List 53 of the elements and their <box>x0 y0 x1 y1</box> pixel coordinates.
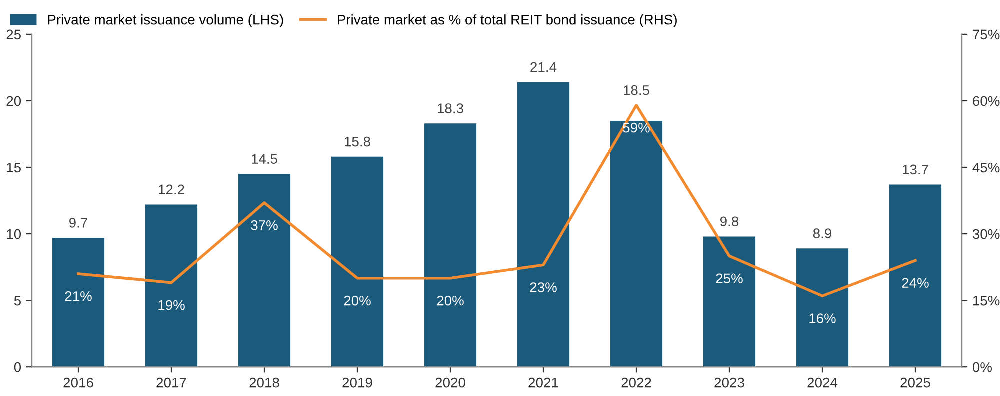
x-tick-label: 2019 <box>342 378 372 388</box>
data-label: 25% <box>716 274 743 284</box>
x-tick-label: 2022 <box>622 378 652 388</box>
y2-tick-label: 0% <box>972 362 992 372</box>
data-label: 9.8 <box>720 216 739 227</box>
data-label: 20% <box>437 296 464 306</box>
data-label: 19% <box>158 300 185 310</box>
x-tick-label: 2017 <box>156 378 186 388</box>
bar <box>52 238 105 368</box>
bar <box>424 124 477 368</box>
data-label: 14.5 <box>252 154 278 164</box>
bar <box>238 174 291 368</box>
data-label: 18.5 <box>624 85 650 96</box>
x-tick-label: 2016 <box>64 378 94 388</box>
data-label: 20% <box>344 296 371 306</box>
x-tick-label: 2023 <box>714 378 744 388</box>
data-label: 8.9 <box>813 228 832 239</box>
legend-label: Private market issuance volume (LHS) <box>48 14 284 28</box>
data-label: 13.7 <box>903 164 928 175</box>
bar <box>796 248 849 368</box>
bar <box>889 184 942 368</box>
y2-tick-label: 60% <box>973 96 1000 106</box>
y2-tick-label: 75% <box>973 30 1000 40</box>
data-label: 15.8 <box>345 136 370 147</box>
y-tick-label: 25 <box>6 30 22 40</box>
x-tick-label: 2020 <box>436 378 466 388</box>
y2-tick-label: 15% <box>973 296 1000 306</box>
x-tick-label: 2025 <box>900 378 930 388</box>
bar <box>145 204 198 368</box>
y-tick-label: 10 <box>7 229 22 240</box>
data-label: 9.7 <box>70 218 88 228</box>
bar <box>703 236 756 368</box>
y2-tick-label: 45% <box>972 162 1000 173</box>
bar <box>517 82 570 368</box>
data-label: 18.3 <box>438 104 464 114</box>
x-tick-label: 2024 <box>808 378 838 388</box>
data-label: 37% <box>251 220 278 230</box>
x-tick-label: 2021 <box>528 378 558 388</box>
data-label: 21% <box>65 291 92 302</box>
data-label: 21.4 <box>530 62 557 72</box>
bar <box>331 156 384 368</box>
x-tick-label: 2018 <box>250 378 280 388</box>
data-label: 16% <box>810 314 836 324</box>
y-tick-label: 15 <box>7 162 22 173</box>
legend-label: Private market as % of total REIT bond issuance (RHS) <box>338 14 677 28</box>
y-tick-label: 0 <box>14 362 22 372</box>
y-tick-label: 20 <box>6 96 22 106</box>
data-label: 24% <box>902 278 929 288</box>
data-label: 23% <box>530 282 557 292</box>
y2-tick-label: 30% <box>972 229 1000 240</box>
bar <box>610 120 663 368</box>
y-tick-label: 5 <box>14 296 21 306</box>
data-label: 12.2 <box>159 184 184 194</box>
